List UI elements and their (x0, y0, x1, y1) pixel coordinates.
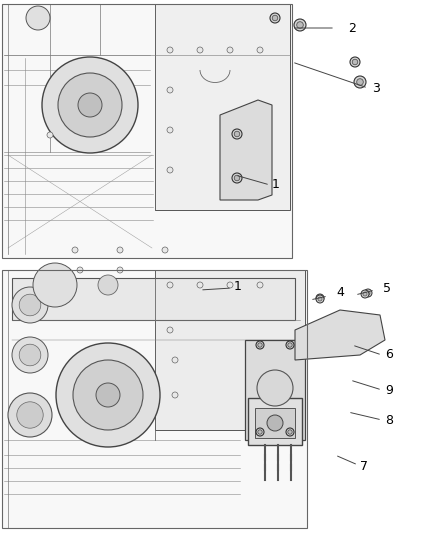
Circle shape (42, 57, 138, 153)
Circle shape (234, 175, 240, 181)
Circle shape (258, 430, 262, 434)
Circle shape (117, 247, 123, 253)
Circle shape (364, 289, 372, 297)
Polygon shape (155, 270, 305, 430)
Circle shape (357, 79, 363, 85)
Circle shape (270, 13, 280, 23)
Polygon shape (220, 100, 272, 200)
Polygon shape (255, 408, 295, 438)
Circle shape (232, 173, 242, 183)
Circle shape (295, 20, 305, 30)
Circle shape (267, 415, 283, 431)
Circle shape (33, 263, 77, 307)
Circle shape (78, 93, 102, 117)
Circle shape (316, 294, 324, 302)
Circle shape (257, 47, 263, 53)
Text: 2: 2 (348, 21, 356, 35)
Circle shape (73, 360, 143, 430)
Text: 1: 1 (234, 280, 242, 294)
Circle shape (286, 341, 294, 349)
Circle shape (19, 294, 41, 316)
Circle shape (26, 6, 50, 30)
Text: 4: 4 (336, 286, 344, 298)
Circle shape (258, 343, 262, 347)
Circle shape (354, 76, 366, 88)
Circle shape (234, 131, 240, 137)
Circle shape (288, 343, 292, 347)
Polygon shape (12, 278, 295, 320)
Circle shape (56, 343, 160, 447)
Circle shape (167, 127, 173, 133)
Circle shape (167, 87, 173, 93)
Circle shape (12, 287, 48, 323)
Circle shape (318, 296, 322, 300)
Circle shape (352, 59, 358, 64)
Text: 3: 3 (372, 82, 380, 94)
Circle shape (197, 47, 203, 53)
Circle shape (286, 428, 294, 436)
Text: 5: 5 (383, 281, 391, 295)
Circle shape (72, 247, 78, 253)
Circle shape (77, 267, 83, 273)
Circle shape (197, 282, 203, 288)
Bar (2, 270, 307, 528)
Circle shape (47, 132, 53, 138)
Text: 8: 8 (385, 414, 393, 426)
Circle shape (288, 430, 292, 434)
Circle shape (227, 282, 233, 288)
Bar (2, 4, 292, 258)
Circle shape (162, 247, 168, 253)
Text: 1: 1 (272, 177, 280, 190)
Circle shape (350, 57, 360, 67)
Circle shape (96, 383, 120, 407)
Circle shape (272, 15, 278, 21)
Circle shape (17, 402, 43, 428)
Circle shape (297, 22, 303, 28)
Circle shape (167, 327, 173, 333)
Circle shape (98, 275, 118, 295)
Text: 6: 6 (385, 348, 393, 360)
Circle shape (167, 282, 173, 288)
Polygon shape (248, 398, 302, 445)
Circle shape (8, 393, 52, 437)
Polygon shape (295, 310, 385, 360)
Circle shape (172, 392, 178, 398)
Circle shape (366, 291, 370, 295)
Circle shape (227, 47, 233, 53)
Circle shape (117, 267, 123, 273)
Polygon shape (155, 4, 290, 210)
Circle shape (257, 370, 293, 406)
Circle shape (294, 19, 306, 31)
Circle shape (19, 344, 41, 366)
Text: 7: 7 (360, 459, 368, 472)
Circle shape (257, 282, 263, 288)
Circle shape (297, 22, 303, 28)
Circle shape (361, 290, 369, 298)
Circle shape (316, 295, 324, 303)
Circle shape (232, 129, 242, 139)
Circle shape (256, 428, 264, 436)
Circle shape (363, 292, 367, 296)
Text: 9: 9 (385, 384, 393, 397)
Circle shape (12, 337, 48, 373)
Circle shape (256, 341, 264, 349)
Circle shape (172, 357, 178, 363)
Circle shape (58, 73, 122, 137)
Circle shape (167, 167, 173, 173)
Circle shape (318, 297, 322, 301)
Circle shape (167, 47, 173, 53)
Polygon shape (245, 340, 305, 440)
